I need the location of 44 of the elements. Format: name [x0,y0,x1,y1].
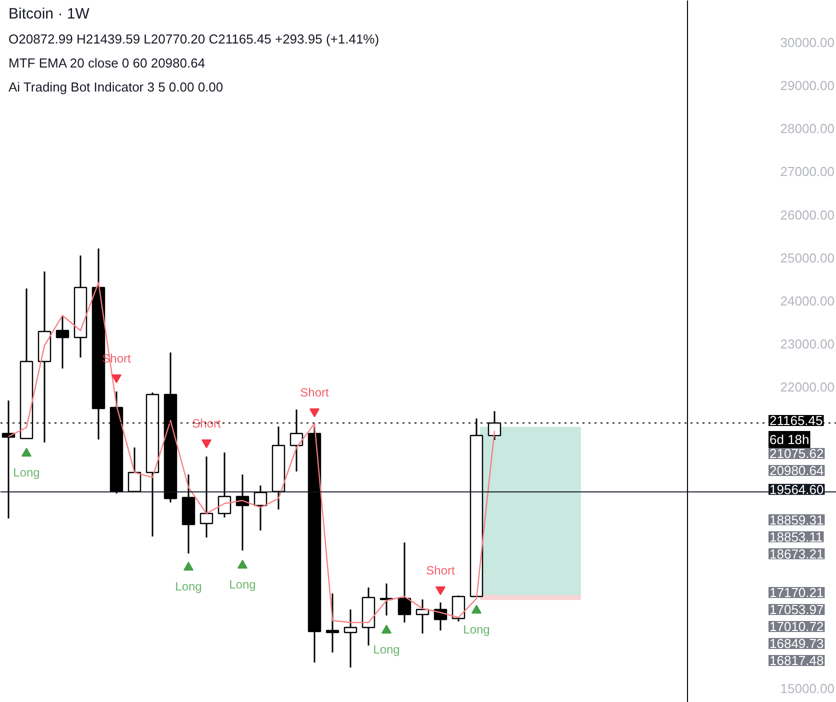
text: 17170.21 [770,585,824,600]
text: Long [13,465,40,480]
y-tick-label: 15000.00 [780,681,835,696]
annotation: O20872.99 H21439.59 L20770.20 C21165.45 +293.95 (+1.41%) [8,32,380,46]
candlestick [452,594,466,622]
text: 17010.72 [770,619,824,634]
annotation: Ai Trading Bot Indicator 3 5 0.00 0.00 [8,80,224,94]
text: Long [463,622,490,637]
y-tick-label: 26000.00 [780,207,835,222]
y-tick-label: 24000.00 [780,293,835,308]
candlestick [416,598,430,634]
text: 18859.31 [770,512,824,528]
series-label: Short [300,385,330,400]
annotation: MTF EMA 20 close 0 60 20980.64 [8,56,206,70]
candlestick [344,608,358,668]
text: 21075.62 [770,446,824,461]
candlestick [200,456,214,538]
text: Long [175,579,202,594]
candlestick [398,542,412,624]
text: Short [192,416,221,430]
text: 18853.11 [770,529,823,544]
candlestick [128,446,142,492]
text: 20980.64 [770,462,824,478]
y-tick-label: 22000.00 [780,380,835,395]
y-tick-label: 28000.00 [780,121,835,136]
candlestick [326,592,340,654]
y-tick-label: 30000.00 [780,34,835,50]
text: Long [373,642,400,656]
ref-line-label: 21165.45 6d 18h [770,412,823,447]
candlestick [254,484,268,532]
text: Short [426,563,455,578]
text: 17053.97 [770,602,824,618]
series-label: Long [229,578,256,592]
ref-line-label: 19564.60 [770,482,824,497]
y-tick-label: 25000.00 [780,250,835,266]
candlestick [218,452,232,518]
text: 18673.21 [770,546,824,562]
text: 16817.48 [770,653,824,668]
text: 16849.73 [770,636,824,652]
y-tick-label: 23000.00 [780,336,835,352]
chart-title: Bitcoin · 1W [8,6,90,22]
candlestick [56,314,70,370]
y-tick-label: 29000.00 [780,78,835,94]
y-tick-label: 27000.00 [780,164,835,180]
